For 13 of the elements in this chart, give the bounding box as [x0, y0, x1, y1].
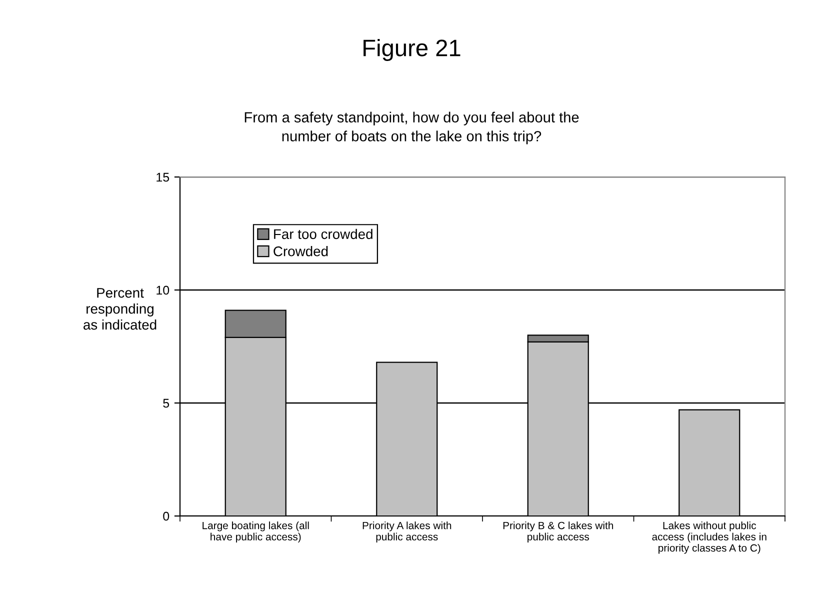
y-tick-label: 15: [156, 172, 170, 182]
y-tick-label: 10: [156, 286, 170, 295]
x-tick-label: Lakes without public access (includes lakes in priority classes A to C): [652, 522, 766, 554]
x-tick-label: Large boating lakes (all have public access): [202, 522, 309, 542]
y-axis-title: Percent responding as indicated: [84, 288, 156, 330]
chart-subtitle: From a safety standpoint, how do you feel about the number of boats on the lake on this trip?: [244, 112, 579, 144]
x-tick-label: Priority B & C lakes with public access: [503, 522, 614, 542]
legend-label: Far too crowded: [274, 228, 372, 240]
chart-title: Figure 21: [364, 38, 460, 62]
y-tick-label: 5: [163, 398, 170, 408]
x-tick-label: Priority A lakes with public access: [362, 522, 452, 542]
legend-label: Crowded: [274, 246, 328, 256]
y-tick-label: 0: [163, 512, 170, 521]
